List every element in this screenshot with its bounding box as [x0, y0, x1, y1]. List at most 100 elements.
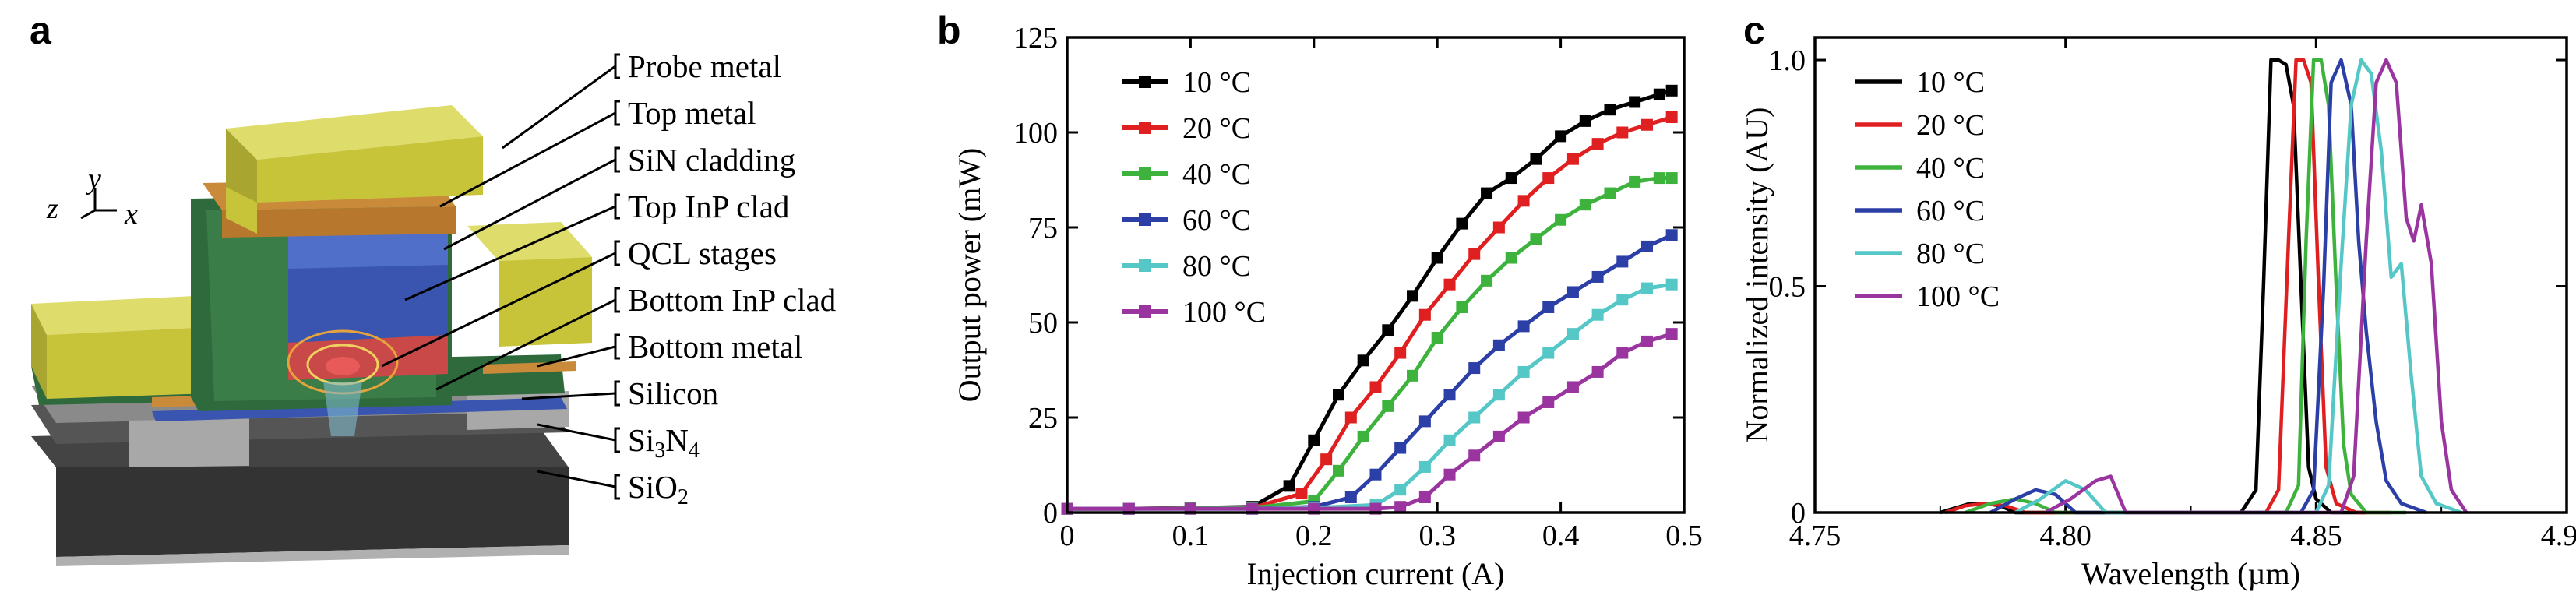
label-qcl-stages: QCL stages	[628, 235, 777, 271]
legend-marker-4	[1139, 259, 1151, 272]
sio2-substrate-front	[56, 467, 569, 557]
data-point	[1591, 308, 1604, 321]
data-point	[1468, 449, 1481, 462]
data-point	[1468, 411, 1481, 424]
legend-label-0: 10 °C	[1182, 66, 1251, 99]
plot-frame	[1813, 36, 2568, 514]
data-point	[1332, 464, 1344, 477]
data-point	[1481, 274, 1493, 287]
data-point	[1407, 369, 1419, 382]
label-sin-cladding: SiN cladding	[628, 142, 795, 178]
axis-label-y: y	[85, 163, 101, 196]
data-point	[1665, 111, 1678, 123]
data-point	[1665, 84, 1678, 97]
waveguide-blue	[152, 397, 567, 421]
top-inp-highlight	[288, 231, 448, 269]
probe-metal-cap	[226, 187, 257, 234]
y-axis-title: Normalized intensity (AU)	[1739, 107, 1774, 443]
data-point	[1357, 354, 1369, 367]
data-point	[1542, 172, 1555, 185]
data-point	[1418, 491, 1431, 503]
data-point	[1320, 453, 1333, 466]
data-point	[1492, 339, 1505, 351]
data-point	[1468, 362, 1481, 375]
data-point	[1443, 389, 1456, 401]
chart-spectra: 4.75 4.80 4.85 4.90 0 0.5 1.0 10 °C 20 °C 40 °C 60…	[1739, 36, 2576, 591]
coordinate-axes: y x z	[46, 163, 138, 231]
data-point	[1604, 187, 1616, 199]
data-point	[1492, 221, 1505, 234]
legend-marker-2	[1139, 167, 1151, 180]
data-point	[1456, 301, 1468, 313]
x-tick-label: 0.5	[1665, 520, 1703, 552]
data-point	[1308, 434, 1320, 446]
data-point	[1394, 442, 1407, 454]
probe-metal-side	[226, 129, 257, 203]
panel-letter-a: a	[30, 9, 51, 52]
legend-label-2: 40 °C	[1916, 152, 1985, 185]
probe-metal-front	[257, 136, 483, 203]
data-point	[1616, 294, 1629, 306]
data-point	[1555, 130, 1567, 143]
data-point	[1344, 491, 1357, 503]
data-point	[1295, 488, 1308, 500]
data-point	[1418, 308, 1431, 321]
legend-label-5: 100 °C	[1182, 296, 1266, 329]
left-pad-side	[31, 296, 210, 335]
data-point	[1530, 153, 1542, 165]
y-tick-label: 25	[1028, 402, 1058, 435]
data-point	[1369, 468, 1382, 481]
chart-output-power: 0 0.1 0.2 0.3 0.4 0.5 0 25 50 75 100 125 10 °C 20 °C 4…	[952, 22, 1703, 591]
legend-marker-1	[1139, 122, 1151, 134]
data-point	[1369, 381, 1382, 393]
panel-letter-b: b	[937, 9, 961, 52]
y-tick-label: 125	[1013, 22, 1058, 55]
data-point	[1505, 172, 1517, 185]
data-point	[1443, 434, 1456, 446]
x-tick-label: 0.2	[1295, 520, 1333, 552]
data-point	[1456, 217, 1468, 230]
data-point	[1653, 88, 1665, 100]
data-point	[1640, 118, 1653, 131]
label-probe-metal: Probe metal	[628, 48, 781, 84]
data-point	[1591, 138, 1604, 150]
data-point	[1443, 468, 1456, 481]
axis-label-x: x	[124, 198, 138, 231]
x-tick-label: 0.1	[1172, 520, 1210, 552]
legend-marker-3	[1139, 213, 1151, 226]
data-point	[1357, 430, 1369, 442]
legend-marker-0	[1139, 76, 1151, 88]
data-point	[1542, 301, 1555, 313]
data-point	[1640, 282, 1653, 294]
y-tick-label: 0	[1791, 497, 1806, 530]
data-point	[1542, 396, 1555, 408]
data-point	[1407, 290, 1419, 302]
data-point	[1665, 278, 1678, 291]
label-si3n4: Si3N4	[628, 422, 700, 463]
data-point	[1517, 195, 1530, 207]
data-point	[1481, 187, 1493, 199]
legend-label-4: 80 °C	[1916, 238, 1985, 270]
left-pad-front	[47, 327, 210, 399]
data-point	[1640, 240, 1653, 252]
data-point	[1418, 460, 1431, 473]
x-tick-label: 4.80	[2039, 520, 2091, 552]
data-point	[1616, 255, 1629, 268]
data-point	[1566, 153, 1579, 165]
data-point	[1492, 430, 1505, 442]
y-tick-label: 0	[1043, 497, 1058, 530]
data-point	[1566, 328, 1579, 340]
data-point	[1394, 484, 1407, 496]
label-brackets	[614, 53, 620, 500]
x-tick-label: 4.90	[2541, 520, 2576, 552]
label-silicon: Silicon	[628, 375, 718, 411]
data-point	[1566, 381, 1579, 393]
legend-label-3: 60 °C	[1916, 195, 1985, 227]
series-line-4	[2014, 58, 2462, 515]
x-axis-title: Injection current (A)	[1247, 556, 1505, 591]
data-point	[1468, 248, 1481, 260]
series-line-2	[1965, 58, 2407, 515]
series-line-2	[1067, 176, 1672, 511]
y-tick-label: 0.5	[1769, 271, 1806, 304]
axis-label-z: z	[46, 192, 58, 225]
